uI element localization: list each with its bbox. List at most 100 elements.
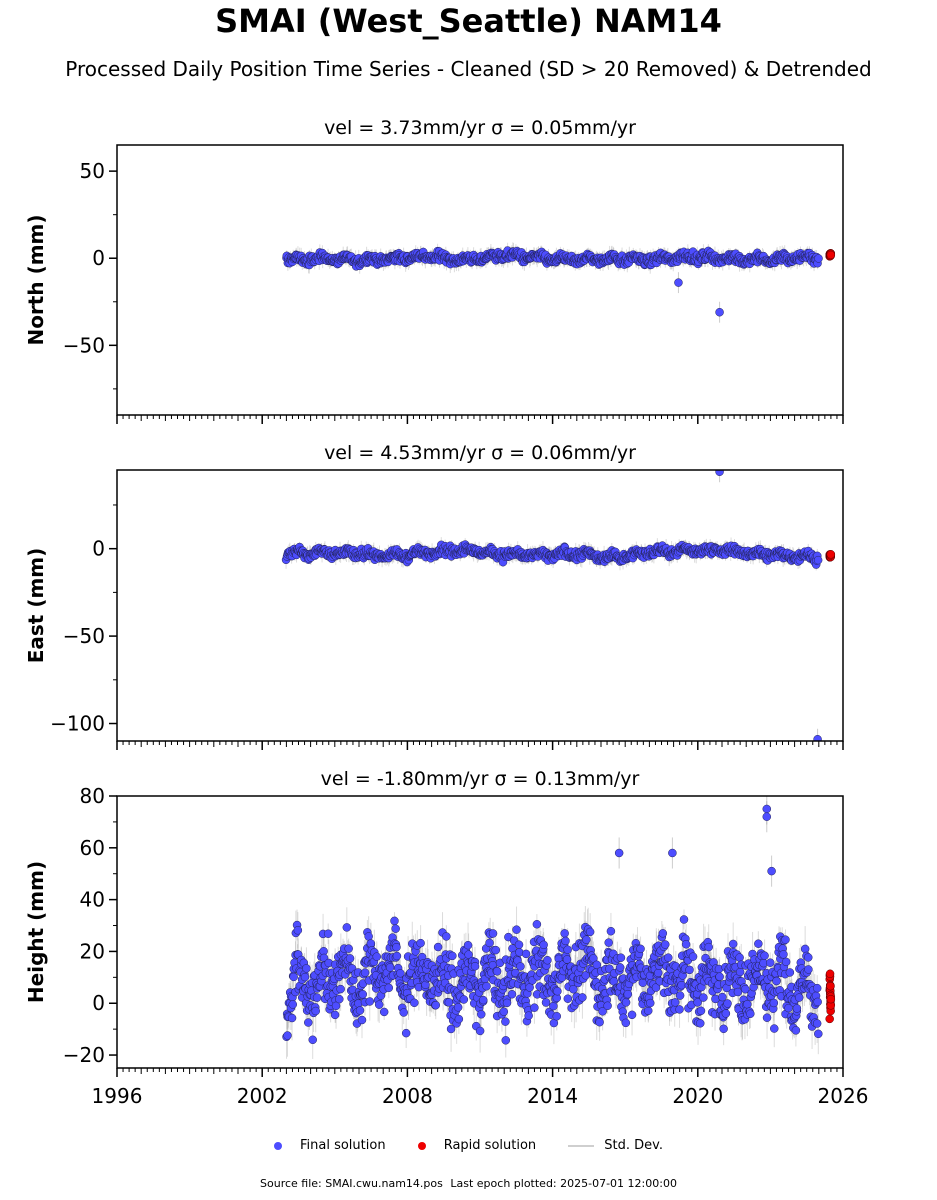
outlier-point: [762, 804, 772, 814]
final-point: [287, 1013, 297, 1023]
final-point: [792, 1004, 802, 1013]
final-point: [679, 915, 689, 924]
ytick-label: −50: [63, 624, 105, 648]
final-point: [358, 990, 368, 999]
panel-east: vel = 4.53mm/yr σ = 0.06mm/yr East (mm) 0 −…: [24, 442, 844, 750]
final-point: [604, 938, 613, 947]
final-point: [524, 1011, 533, 1020]
legend-item-stddev: Std. Dev.: [568, 1138, 663, 1153]
final-point: [623, 989, 633, 999]
ytick-label: −20: [63, 1043, 105, 1067]
final-point: [335, 994, 344, 1004]
final-point: [760, 951, 769, 960]
final-point: [699, 993, 708, 1002]
final-point: [499, 1007, 509, 1016]
legend-stddev-label: Std. Dev.: [604, 1138, 663, 1153]
final-point: [453, 1003, 463, 1012]
footer-source-file: Source file: SMAI.cwu.nam14.pos: [260, 1177, 443, 1190]
final-point: [355, 1006, 365, 1015]
final-point: [741, 984, 750, 994]
plot-area-height: [282, 796, 836, 1059]
final-point: [312, 993, 322, 1002]
final-point: [410, 998, 419, 1008]
final-point: [563, 994, 573, 1003]
final-point: [541, 998, 551, 1007]
outlier-point: [674, 278, 683, 287]
final-point: [661, 940, 670, 949]
final-point: [561, 936, 570, 946]
ylabel-north: North (mm): [24, 214, 48, 345]
final-point: [478, 995, 488, 1005]
final-point: [491, 945, 500, 955]
final-point: [718, 992, 727, 1002]
final-point: [308, 1035, 317, 1045]
final-point: [379, 1007, 389, 1017]
final-point: [606, 926, 616, 936]
final-point: [772, 976, 781, 986]
panel-height: vel = -1.80mm/yr σ = 0.13mm/yr Height (mm…: [24, 768, 868, 1108]
final-point: [345, 954, 355, 963]
final-point: [304, 1018, 313, 1027]
final-point: [585, 927, 595, 937]
final-point: [636, 944, 645, 954]
final-point: [813, 555, 823, 565]
final-point: [549, 1001, 558, 1011]
final-point: [814, 254, 823, 263]
final-point: [323, 929, 333, 938]
final-point: [765, 958, 775, 967]
final-point: [653, 968, 663, 978]
final-point: [492, 967, 502, 976]
final-point: [627, 1010, 637, 1020]
final-point: [681, 940, 691, 949]
outlier-point: [767, 866, 776, 876]
final-point: [813, 997, 822, 1007]
rapid-points-east: [825, 550, 836, 562]
final-point: [781, 935, 790, 944]
final-point: [416, 938, 425, 948]
final-point: [592, 960, 602, 970]
final-point: [769, 998, 779, 1008]
final-point: [344, 944, 353, 953]
rapid-point: [826, 981, 835, 991]
legend-item-rapid: Rapid solution: [417, 1138, 537, 1153]
final-point: [300, 972, 310, 982]
final-point: [464, 950, 473, 959]
footer-last-epoch: Last epoch plotted: 2025-07-01 12:00:00: [450, 1177, 677, 1190]
legend-final-marker: [273, 1141, 282, 1150]
final-point: [696, 1006, 706, 1016]
final-point: [539, 940, 548, 950]
final-point: [696, 1019, 705, 1028]
panel-title-height: vel = -1.80mm/yr σ = 0.13mm/yr: [321, 768, 640, 790]
final-point: [293, 926, 303, 935]
xtick-label: 2002: [237, 1084, 288, 1108]
ylabel-east: East (mm): [24, 548, 48, 664]
final-point: [448, 951, 457, 961]
axes-frame-east: [116, 469, 844, 742]
final-point: [670, 998, 680, 1007]
legend-rapid-label: Rapid solution: [443, 1138, 537, 1153]
final-point: [651, 983, 661, 992]
final-point: [578, 993, 587, 1002]
final-point: [374, 1000, 384, 1009]
outlier-point: [614, 848, 624, 858]
ytick-label: 60: [80, 836, 105, 860]
final-point: [385, 963, 395, 972]
final-point: [401, 1028, 411, 1038]
final-point: [446, 1024, 456, 1034]
final-point: [360, 968, 370, 977]
ytick-label: 0: [92, 537, 105, 561]
final-point: [715, 972, 724, 981]
final-point: [470, 961, 480, 971]
rapid-points-north: [825, 249, 836, 261]
final-points-north: [282, 246, 823, 317]
final-point: [595, 1017, 604, 1027]
final-point: [616, 953, 626, 962]
final-point: [735, 967, 745, 977]
final-point: [336, 984, 345, 994]
final-point: [399, 1008, 408, 1017]
final-point: [512, 925, 521, 934]
final-point: [485, 938, 494, 948]
legend-final-label: Final solution: [299, 1138, 386, 1153]
final-point: [507, 990, 517, 999]
